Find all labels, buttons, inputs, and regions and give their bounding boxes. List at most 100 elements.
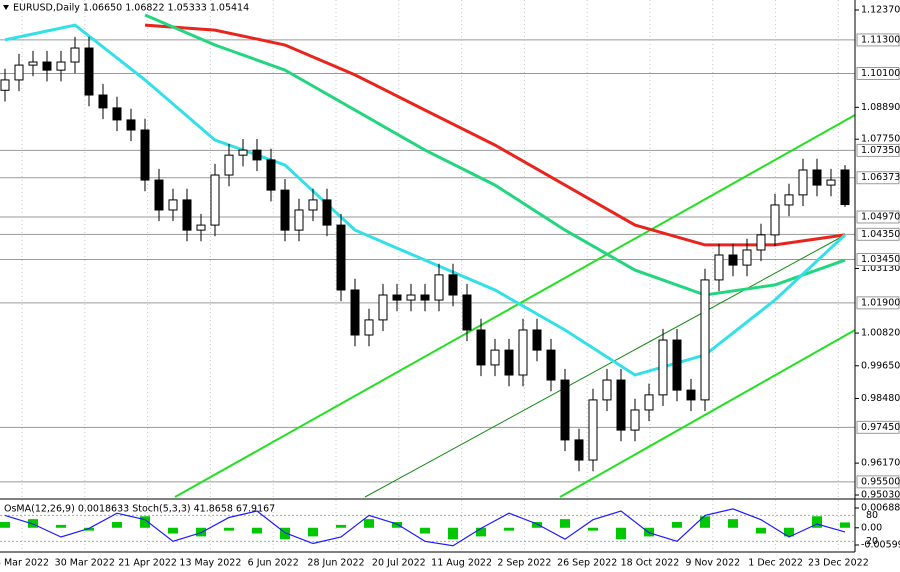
candle-body xyxy=(728,254,738,266)
candle-body xyxy=(112,107,122,121)
candle-body xyxy=(658,339,668,396)
osma-bar xyxy=(672,522,682,528)
y-tick-label: 1.03130 xyxy=(861,263,900,274)
candle-body xyxy=(336,224,346,291)
level-label: 1.03450 xyxy=(861,254,900,265)
candle-body xyxy=(252,149,262,161)
candle-body xyxy=(574,439,584,461)
osma-bar xyxy=(364,519,374,528)
y-tick-label: 1.08890 xyxy=(861,102,900,113)
y-tick-label: 1.07750 xyxy=(861,134,900,145)
x-tick-label: 20 Jul 2022 xyxy=(372,558,426,569)
level-box xyxy=(856,296,900,310)
level-label: 1.04970 xyxy=(861,211,900,222)
level-box xyxy=(856,420,900,434)
candle-body xyxy=(490,349,500,366)
candle-body xyxy=(406,294,416,301)
candle-body xyxy=(504,349,514,376)
candle-body xyxy=(42,61,52,71)
x-tick-label: 26 Sep 2022 xyxy=(557,558,617,569)
y-tick-label: 1.12370 xyxy=(861,5,900,16)
candle-body xyxy=(140,129,150,181)
osc-tick-label: -0.005996 xyxy=(861,540,900,551)
candle-body xyxy=(378,294,388,321)
candle-body xyxy=(462,294,472,331)
candle-body xyxy=(210,174,220,226)
candle-body xyxy=(98,94,108,109)
candle-body xyxy=(126,119,136,131)
x-tick-label: 6 Jun 2022 xyxy=(248,558,299,569)
candle-body xyxy=(784,194,794,206)
candle-body xyxy=(756,234,766,251)
candle-body xyxy=(518,329,528,376)
candle-body xyxy=(182,199,192,231)
candle-body xyxy=(630,409,640,431)
candle-body xyxy=(714,254,724,281)
candle-body xyxy=(560,379,570,441)
candle-body xyxy=(350,289,360,336)
candle-body xyxy=(770,204,780,236)
candle-body xyxy=(700,279,710,401)
candle-body xyxy=(0,79,10,91)
candle-body xyxy=(798,169,808,196)
candle-body xyxy=(364,319,374,336)
candle-body xyxy=(616,379,626,431)
x-tick-label: 18 Oct 2022 xyxy=(621,558,680,569)
osma-bar xyxy=(532,522,542,528)
candle-body xyxy=(308,199,318,211)
candle-body xyxy=(672,339,682,391)
x-tick-label: 30 Mar 2022 xyxy=(55,558,115,569)
y-tick-label: 0.99650 xyxy=(861,360,900,371)
candle-body xyxy=(322,199,332,226)
osma-bar xyxy=(56,524,66,528)
candle-body xyxy=(294,209,304,231)
candle-body xyxy=(602,379,612,401)
osma-bar xyxy=(112,522,122,528)
osma-bar xyxy=(700,516,710,528)
osma-bar xyxy=(140,516,150,528)
level-box xyxy=(856,210,900,224)
moving-average xyxy=(144,23,846,247)
y-tick-label: 0.95030 xyxy=(861,490,900,501)
osma-bar xyxy=(0,522,10,528)
level-label: 1.01900 xyxy=(861,297,900,308)
candle-body xyxy=(840,169,850,206)
level-box xyxy=(856,475,900,489)
candle-body xyxy=(532,329,542,351)
x-tick-label: 23 Dec 2022 xyxy=(808,558,869,569)
level-box xyxy=(856,66,900,80)
channel-middle xyxy=(364,234,846,498)
osc-tick-label: 0.00 xyxy=(861,522,882,533)
stoch-line xyxy=(4,508,846,547)
level-box xyxy=(856,143,900,157)
candle-body xyxy=(224,154,234,176)
candle-body xyxy=(742,249,752,266)
x-tick-label: 8 Mar 2022 xyxy=(0,558,49,569)
candle-body xyxy=(154,179,164,211)
level-box xyxy=(856,252,900,266)
candle-body xyxy=(266,159,276,191)
chart-title: EURUSD,Daily 1.06650 1.06822 1.05333 1.0… xyxy=(13,3,249,14)
level-label: 1.04350 xyxy=(861,229,900,240)
osma-bar xyxy=(252,527,262,534)
candle-body xyxy=(28,61,38,66)
osma-bar xyxy=(224,527,234,531)
candle-body xyxy=(546,349,556,381)
level-label: 1.11300 xyxy=(861,34,900,45)
x-tick-label: 21 Apr 2022 xyxy=(118,558,177,569)
candle-body xyxy=(826,179,836,186)
osma-bar xyxy=(280,527,290,540)
osma-bar xyxy=(308,527,318,537)
candle-body xyxy=(70,47,80,63)
candle-body xyxy=(686,389,696,401)
osma-bar xyxy=(560,519,570,528)
x-tick-label: 1 Dec 2022 xyxy=(748,558,803,569)
oscillator-title: OsMA(12,26,9) 0.0018633 Stoch(5,3,3) 41.… xyxy=(4,504,275,515)
candle-body xyxy=(280,189,290,231)
osma-bar xyxy=(84,527,94,531)
candle-body xyxy=(196,224,206,231)
candle-body xyxy=(238,149,248,156)
x-tick-label: 28 Jun 2022 xyxy=(307,558,364,569)
